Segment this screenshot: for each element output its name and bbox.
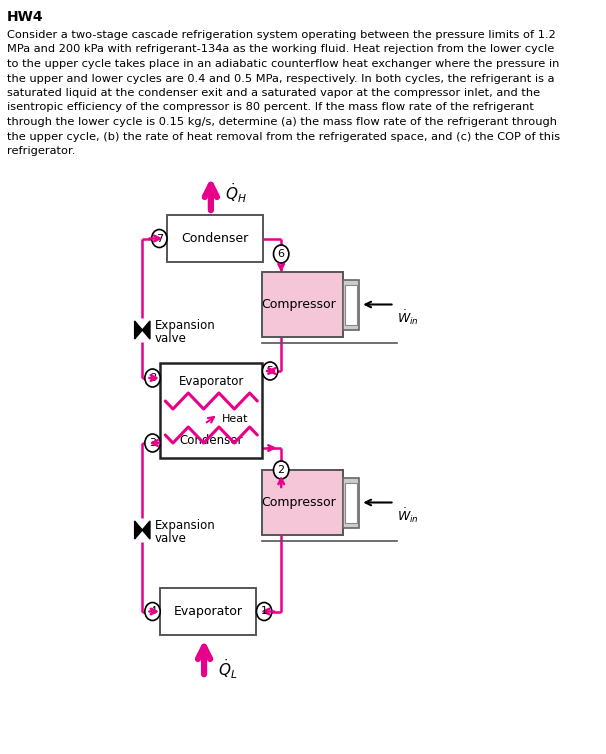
Bar [160, 363, 262, 458]
Text: Condenser: Condenser [182, 232, 248, 245]
Text: valve: valve [155, 532, 187, 545]
Text: 1: 1 [261, 606, 268, 617]
Text: $\dot{Q}_H$: $\dot{Q}_H$ [224, 181, 247, 205]
Text: valve: valve [155, 333, 187, 345]
Text: Condenser: Condenser [179, 434, 243, 446]
Text: Expansion: Expansion [155, 519, 216, 532]
Text: the upper and lower cycles are 0.4 and 0.5 MPa, respectively. In both cycles, th: the upper and lower cycles are 0.4 and 0… [7, 73, 554, 84]
Text: Evaporator: Evaporator [174, 605, 243, 618]
Circle shape [273, 461, 289, 479]
Bar [345, 483, 357, 523]
Text: 7: 7 [156, 234, 163, 244]
Text: 5: 5 [267, 366, 273, 376]
Text: Compressor: Compressor [261, 496, 336, 509]
Text: $\dot{W}_{in}$: $\dot{W}_{in}$ [397, 308, 419, 326]
Text: Evaporator: Evaporator [179, 375, 244, 388]
Text: refrigerator.: refrigerator. [7, 146, 75, 156]
Text: Consider a two-stage cascade refrigeration system operating between the pressure: Consider a two-stage cascade refrigerati… [7, 30, 556, 40]
Bar [345, 285, 357, 325]
Polygon shape [135, 521, 142, 539]
Polygon shape [142, 521, 150, 539]
Text: 8: 8 [149, 373, 156, 383]
Circle shape [152, 229, 167, 247]
Text: to the upper cycle takes place in an adiabatic counterflow heat exchanger where : to the upper cycle takes place in an adi… [7, 59, 559, 69]
Text: 6: 6 [278, 249, 285, 259]
Polygon shape [142, 321, 150, 339]
Circle shape [145, 434, 160, 452]
Text: $\dot{W}_{in}$: $\dot{W}_{in}$ [397, 506, 419, 525]
Bar [262, 272, 344, 337]
Circle shape [145, 369, 160, 387]
Text: Compressor: Compressor [261, 298, 336, 311]
Text: 2: 2 [278, 465, 285, 475]
Text: 3: 3 [149, 438, 156, 448]
Text: isentropic efficiency of the compressor is 80 percent. If the mass flow rate of : isentropic efficiency of the compressor … [7, 103, 534, 112]
Circle shape [145, 602, 160, 621]
Text: MPa and 200 kPa with refrigerant-134a as the working fluid. Heat rejection from : MPa and 200 kPa with refrigerant-134a as… [7, 44, 554, 54]
Text: the upper cycle, (b) the rate of heat removal from the refrigerated space, and (: the upper cycle, (b) the rate of heat re… [7, 131, 560, 142]
Text: Expansion: Expansion [155, 318, 216, 332]
Polygon shape [135, 321, 142, 339]
Text: 4: 4 [149, 606, 156, 617]
Text: Heat: Heat [222, 414, 248, 424]
Bar [167, 215, 263, 262]
Bar [344, 478, 359, 528]
Bar [262, 470, 344, 535]
Circle shape [256, 602, 272, 621]
Text: HW4: HW4 [7, 10, 44, 24]
Circle shape [273, 245, 289, 263]
Text: saturated liquid at the condenser exit and a saturated vapor at the compressor i: saturated liquid at the condenser exit a… [7, 88, 540, 98]
Text: $\dot{Q}_L$: $\dot{Q}_L$ [218, 657, 237, 681]
Bar [344, 280, 359, 330]
Circle shape [262, 362, 278, 380]
Bar [160, 588, 256, 635]
Text: through the lower cycle is 0.15 kg/s, determine (a) the mass flow rate of the re: through the lower cycle is 0.15 kg/s, de… [7, 117, 557, 127]
